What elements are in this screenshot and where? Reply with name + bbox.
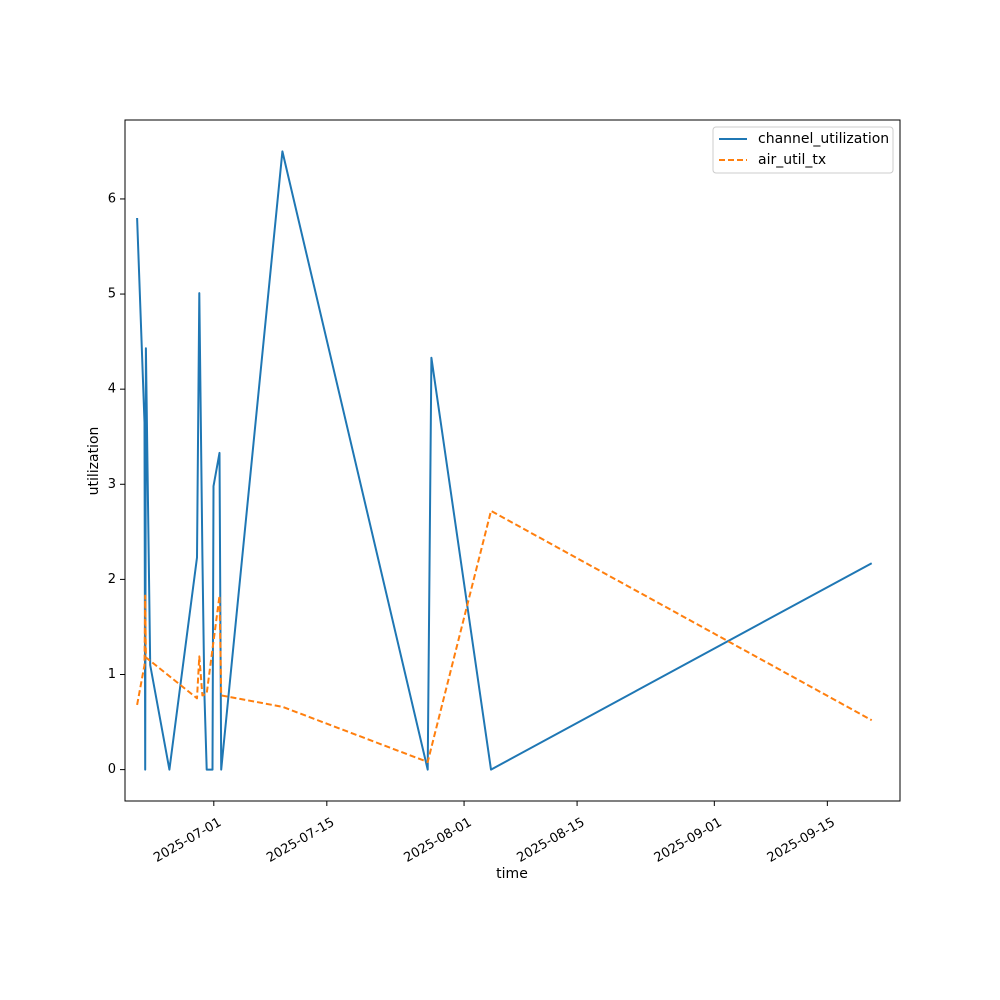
y-axis: 0 1 2 3 4 5 6 (108, 191, 125, 777)
series-line-air_util_tx (136, 509, 873, 763)
series-layer (136, 150, 873, 771)
legend: channel_utilization air_util_tx (712, 126, 894, 174)
series-line-channel_utilization (136, 150, 873, 771)
y-axis-title: utilization (86, 427, 102, 496)
legend-box (712, 126, 894, 174)
x-axis-title: time (496, 866, 528, 882)
y-tick-label: 2 (108, 572, 116, 587)
y-tick-label: 6 (108, 191, 116, 206)
y-tick-label: 5 (108, 287, 116, 302)
y-tick-label: 1 (108, 667, 116, 682)
y-tick-label: 3 (108, 477, 116, 492)
plot-frame (124, 119, 901, 802)
legend-label-channel_utilization: channel_utilization (758, 131, 889, 147)
legend-label-air_util_tx: air_util_tx (758, 152, 826, 168)
y-tick-label: 0 (108, 762, 116, 777)
y-tick-label: 4 (108, 382, 116, 397)
